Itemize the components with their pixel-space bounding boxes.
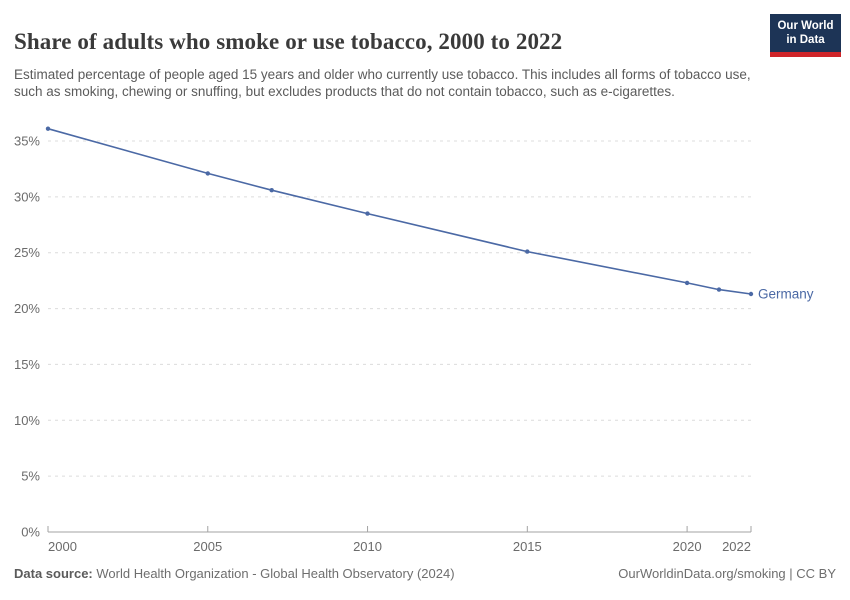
- y-tick-label-35: 35%: [14, 134, 40, 149]
- chart-canvas[interactable]: 0% 5% 10% 15% 20% 25% 30% 35% 2000 2005 2010 2015 20…: [0, 110, 850, 570]
- x-tick-label-2000: 2000: [48, 539, 77, 554]
- data-point-germany-2020[interactable]: [684, 280, 690, 286]
- data-point-germany-2007[interactable]: [269, 188, 274, 193]
- chart-subtitle: Estimated percentage of people aged 15 y…: [14, 66, 751, 100]
- data-source-text: World Health Organization - Global Healt…: [96, 566, 455, 581]
- data-source: Data source: World Health Organization -…: [14, 566, 455, 581]
- chart-footer: Data source: World Health Organization -…: [14, 566, 836, 581]
- data-point-germany-2010[interactable]: [365, 211, 370, 216]
- x-tick-label-2020: 2020: [673, 539, 702, 554]
- page-title: Share of adults who smoke or use tobacco…: [14, 29, 563, 55]
- x-tick-label-2010: 2010: [353, 539, 382, 554]
- data-point-germany-2000[interactable]: [45, 126, 51, 131]
- data-point-germany-2022[interactable]: [748, 291, 754, 297]
- owid-logo-line1: Our World: [777, 20, 834, 32]
- y-tick-label-0: 0%: [21, 525, 40, 540]
- y-tick-label-30: 30%: [14, 189, 40, 204]
- y-tick-label-25: 25%: [14, 245, 40, 260]
- data-point-germany-2021[interactable]: [716, 287, 722, 292]
- x-tick-label-2015: 2015: [513, 539, 542, 554]
- series-label-germany[interactable]: Germany: [758, 287, 814, 302]
- x-tick-label-2022: 2022: [722, 539, 751, 554]
- y-tick-label-15: 15%: [14, 357, 40, 372]
- data-source-label: Data source:: [14, 566, 93, 581]
- owid-logo[interactable]: Our World in Data: [770, 14, 841, 57]
- x-tick-label-2005: 2005: [193, 539, 222, 554]
- data-point-germany-2005[interactable]: [205, 171, 210, 176]
- y-tick-label-5: 5%: [21, 469, 40, 484]
- line-chart[interactable]: 0% 5% 10% 15% 20% 25% 30% 35% 2000 2005 2010 2015 20…: [0, 110, 850, 570]
- owid-logo-line2: in Data: [786, 34, 825, 47]
- credit-link[interactable]: OurWorldinData.org/smoking | CC BY: [618, 566, 836, 581]
- y-tick-label-10: 10%: [14, 413, 40, 428]
- y-tick-label-20: 20%: [14, 301, 40, 316]
- data-point-germany-2015[interactable]: [525, 249, 530, 254]
- data-line-germany[interactable]: [47, 127, 752, 295]
